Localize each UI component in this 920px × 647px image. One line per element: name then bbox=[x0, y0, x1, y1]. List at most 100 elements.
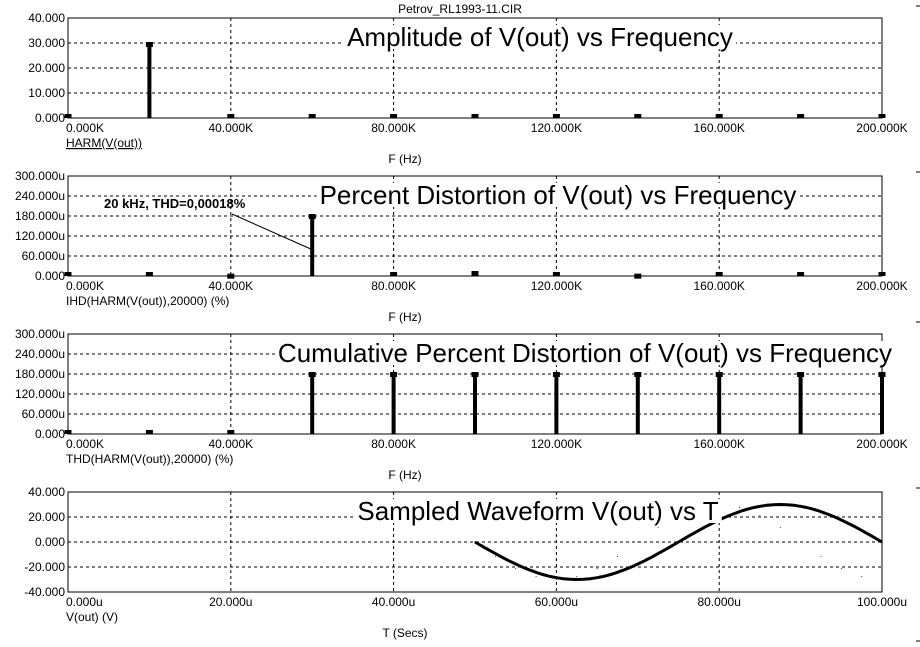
bar-marker bbox=[227, 114, 235, 118]
chart-panel-4: -40.000 -20.000 0.000 20.000 40.000 0.000u 20.… bbox=[24, 485, 907, 640]
y-tick-label: 0.000 bbox=[35, 269, 65, 283]
data-point bbox=[637, 541, 639, 543]
bar-marker bbox=[308, 114, 316, 118]
x-tick-label: 60.000u bbox=[535, 595, 578, 609]
bar-marker bbox=[471, 372, 479, 377]
x-tick-label: 40.000K bbox=[208, 279, 253, 293]
bar-marker bbox=[227, 430, 235, 434]
data-point bbox=[555, 579, 557, 580]
y-tick-label: 60.000u bbox=[22, 249, 65, 263]
x-tick-label: 100.000u bbox=[857, 595, 907, 609]
data-point bbox=[535, 576, 537, 578]
data-point bbox=[616, 555, 618, 557]
x-tick-label: 120.000K bbox=[531, 279, 582, 293]
annotation-label: 20 kHz, THD=0,00018% bbox=[104, 196, 246, 211]
y-variable-label: IHD(HARM(V(out)),20000) (%) bbox=[66, 294, 229, 308]
x-tick-label: 200.000K bbox=[856, 121, 907, 135]
y-tick-label: 180.000u bbox=[15, 367, 65, 381]
y-tick-label: 40.000 bbox=[28, 485, 65, 499]
y-tick-label: 180.000u bbox=[15, 209, 65, 223]
bar-marker bbox=[390, 272, 398, 276]
bar-marker bbox=[64, 430, 72, 434]
data-point bbox=[800, 541, 802, 543]
data-point bbox=[596, 568, 598, 569]
data-point bbox=[474, 541, 476, 543]
bar-marker bbox=[552, 114, 560, 118]
x-tick-label: 200.000K bbox=[856, 279, 907, 293]
bar bbox=[554, 373, 559, 434]
y-tick-label: -20.000 bbox=[24, 560, 65, 574]
y-variable-label: V(out) (V) bbox=[66, 610, 118, 624]
y-tick-label: 0.000 bbox=[35, 111, 65, 125]
bar-marker bbox=[390, 114, 398, 118]
y-tick-label: 120.000u bbox=[15, 387, 65, 401]
x-tick-label: 0.000K bbox=[66, 437, 104, 451]
bar-marker bbox=[145, 430, 153, 434]
x-tick-label: 160.000K bbox=[694, 121, 745, 135]
title-background bbox=[274, 341, 896, 365]
x-axis-label: F (Hz) bbox=[388, 310, 421, 324]
x-tick-label: 160.000K bbox=[694, 279, 745, 293]
bar-marker bbox=[634, 372, 642, 377]
x-tick-label: 80.000K bbox=[371, 279, 416, 293]
x-tick-label: 200.000K bbox=[856, 437, 907, 451]
y-variable-label: HARM(V(out)) bbox=[66, 136, 142, 150]
y-tick-label: 300.000u bbox=[15, 327, 65, 341]
bar-marker bbox=[308, 214, 316, 219]
bar-marker bbox=[471, 114, 479, 118]
y-tick-label: 0.000 bbox=[35, 427, 65, 441]
y-tick-label: 120.000u bbox=[15, 229, 65, 243]
data-point bbox=[759, 515, 761, 516]
chart-title: Amplitude of V(out) vs Frequency bbox=[347, 22, 733, 52]
annotation-leader bbox=[231, 213, 314, 251]
bar-marker bbox=[634, 114, 642, 118]
data-point bbox=[881, 579, 883, 580]
x-tick-label: 80.000u bbox=[698, 595, 741, 609]
bar-marker bbox=[715, 272, 723, 276]
data-point bbox=[576, 576, 578, 578]
x-tick-label: 120.000K bbox=[531, 437, 582, 451]
window-title: Petrov_RL1993-11.CIR bbox=[398, 2, 522, 16]
y-tick-label: 240.000u bbox=[15, 189, 65, 203]
y-tick-label: 40.000 bbox=[28, 11, 65, 25]
x-tick-label: 40.000K bbox=[208, 437, 253, 451]
data-point bbox=[779, 527, 781, 529]
bar-marker bbox=[878, 114, 886, 118]
chart-panel-3: 0.000 60.000u 120.000u 180.000u 240.000u 300.… bbox=[15, 327, 908, 482]
bar bbox=[473, 373, 477, 434]
x-tick-label: 160.000K bbox=[694, 437, 745, 451]
y-tick-label: 10.000 bbox=[28, 86, 65, 100]
bar-marker bbox=[390, 372, 398, 377]
y-tick-label: 0.000 bbox=[35, 535, 65, 549]
bar bbox=[391, 373, 396, 434]
data-point bbox=[861, 576, 863, 578]
x-axis-label: F (Hz) bbox=[388, 152, 421, 166]
chart-title: Percent Distortion of V(out) vs Frequenc… bbox=[320, 180, 797, 210]
data-point bbox=[515, 568, 517, 569]
x-axis-label: T (Secs) bbox=[382, 626, 427, 640]
data-point bbox=[657, 527, 659, 529]
x-tick-label: 80.000K bbox=[371, 121, 416, 135]
bar-marker bbox=[552, 272, 560, 276]
chart-title: Cumulative Percent Distortion of V(out) … bbox=[278, 338, 892, 368]
bar bbox=[880, 373, 884, 434]
bar-marker bbox=[797, 114, 805, 118]
x-tick-label: 0.000K bbox=[66, 279, 104, 293]
bar-marker bbox=[471, 271, 479, 276]
bar-marker bbox=[145, 42, 153, 47]
title-background bbox=[316, 183, 800, 207]
x-tick-label: 20.000u bbox=[209, 595, 252, 609]
bar-marker bbox=[308, 372, 316, 377]
bar-marker bbox=[715, 114, 723, 118]
x-tick-label: 40.000K bbox=[208, 121, 253, 135]
y-tick-label: 30.000 bbox=[28, 36, 65, 50]
x-tick-label: 80.000K bbox=[371, 437, 416, 451]
title-background bbox=[344, 25, 736, 49]
chart-title: Sampled Waveform V(out) vs T bbox=[357, 496, 718, 526]
y-tick-label: -40.000 bbox=[24, 585, 65, 599]
bar-marker bbox=[634, 273, 642, 279]
title-background bbox=[354, 499, 722, 523]
y-tick-label: 60.000u bbox=[22, 407, 65, 421]
bar-marker bbox=[552, 372, 560, 377]
